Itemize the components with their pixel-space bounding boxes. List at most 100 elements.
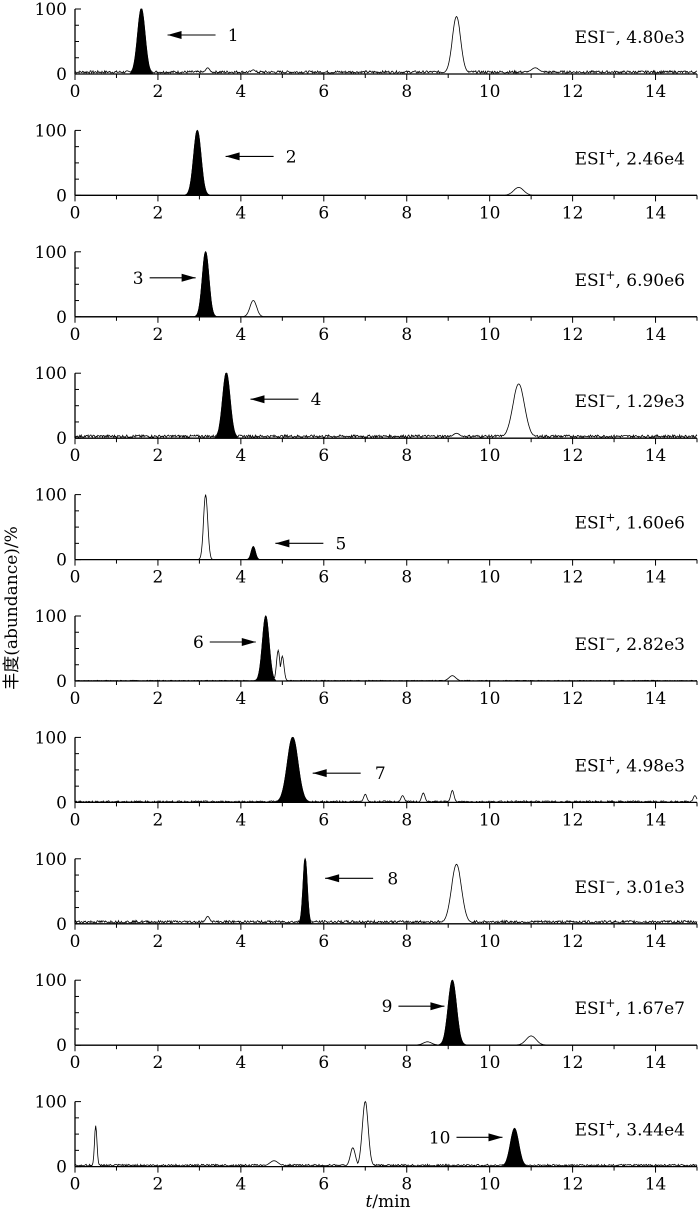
pointer-arrow-head — [167, 31, 182, 39]
chromatogram-panel-10: 0 100 0 2 4 6 8 10 12 14 10 ESI+, 3.44e4 — [35, 1093, 698, 1195]
trace-line — [74, 372, 698, 439]
x-tick-label: 8 — [401, 1053, 412, 1073]
peak-number-label: 4 — [311, 390, 322, 410]
trace-line — [74, 615, 698, 682]
trace-line — [75, 250, 697, 318]
x-tick-label: 12 — [562, 810, 584, 830]
x-tick-label: 10 — [479, 1053, 501, 1073]
pointer-arrow-head — [430, 1002, 445, 1011]
x-tick-label: 8 — [401, 203, 412, 223]
x-tick-label: 10 — [479, 810, 501, 830]
ion-mode-label: ESI+, 6.90e6 — [575, 268, 685, 291]
ion-mode-label: ESI−, 2.82e3 — [575, 632, 685, 655]
y-tick-label: 100 — [35, 728, 67, 748]
pointer-arrow-head — [181, 273, 196, 282]
y-tick-label: 0 — [56, 65, 67, 85]
ion-mode-label: ESI+, 1.67e7 — [575, 996, 685, 1019]
x-tick-label: 8 — [401, 568, 412, 588]
target-peak-fill — [246, 546, 260, 560]
x-tick-label: 14 — [645, 203, 667, 223]
x-tick-label: 2 — [153, 82, 164, 102]
x-axis-title: t/min — [365, 1192, 410, 1212]
trace-line — [74, 736, 698, 803]
x-tick-label: 0 — [70, 932, 81, 952]
x-tick-label: 14 — [645, 810, 667, 830]
chromatogram-panel-8: 0 100 0 2 4 6 8 10 12 14 8 ESI−, 3.01e3 — [35, 850, 698, 952]
chromatogram-panel-4: 0 100 0 2 4 6 8 10 12 14 4 ESI−, 1.29e3 — [35, 364, 698, 466]
x-tick-label: 4 — [235, 446, 246, 466]
pointer-arrow-head — [225, 152, 240, 161]
x-tick-label: 2 — [153, 1053, 164, 1073]
x-tick-label: 14 — [645, 446, 667, 466]
trace-line — [74, 1100, 698, 1167]
x-tick-label: 6 — [318, 810, 329, 830]
chromatogram-panel-5: 0 100 0 2 4 6 8 10 12 14 5 ESI+, 1.60e6 — [35, 486, 698, 588]
x-tick-label: 0 — [70, 203, 81, 223]
y-axis-title: 丰度(abundance)/% — [2, 526, 22, 690]
peak-number-label: 1 — [228, 26, 239, 46]
x-tick-label: 10 — [479, 82, 501, 102]
x-tick-label: 10 — [479, 203, 501, 223]
target-peak-fill — [255, 615, 277, 682]
trace-line — [74, 8, 698, 75]
peak-number-label: 3 — [133, 269, 144, 289]
ion-mode-label: ESI+, 1.60e6 — [575, 511, 685, 534]
y-tick-label: 0 — [56, 672, 67, 692]
x-tick-label: 12 — [562, 689, 584, 709]
peak-number-label: 10 — [429, 1128, 451, 1148]
ion-mode-label: ESI+, 2.46e4 — [575, 146, 685, 169]
x-tick-label: 8 — [401, 446, 412, 466]
x-tick-label: 0 — [70, 689, 81, 709]
peak-number-label: 2 — [286, 147, 297, 167]
peak-number-label: 6 — [193, 633, 204, 653]
x-tick-label: 6 — [318, 1053, 329, 1073]
x-tick-label: 6 — [318, 446, 329, 466]
x-tick-label: 8 — [401, 325, 412, 345]
pointer-arrow-head — [312, 769, 327, 778]
y-tick-label: 0 — [56, 429, 67, 449]
target-peak-fill — [214, 372, 238, 439]
trace-line — [75, 129, 697, 196]
x-tick-label: 14 — [645, 568, 667, 588]
x-tick-label: 4 — [235, 689, 246, 709]
chromatogram-panel-2: 0 100 0 2 4 6 8 10 12 14 2 ESI+, 2.46e4 — [35, 121, 698, 223]
x-tick-label: 0 — [70, 1053, 81, 1073]
peak-number-label: 5 — [336, 534, 347, 554]
x-tick-label: 8 — [401, 810, 412, 830]
ion-mode-label: ESI−, 3.01e3 — [575, 875, 685, 898]
x-tick-label: 0 — [70, 568, 81, 588]
x-tick-label: 0 — [70, 82, 81, 102]
x-tick-label: 4 — [235, 568, 246, 588]
x-tick-label: 0 — [70, 446, 81, 466]
y-tick-label: 0 — [56, 793, 67, 813]
pointer-arrow-head — [325, 874, 340, 883]
x-tick-label: 12 — [562, 1175, 584, 1195]
x-tick-label: 0 — [70, 1175, 81, 1195]
x-tick-label: 14 — [645, 325, 667, 345]
x-tick-label: 4 — [235, 82, 246, 102]
target-peak-fill — [439, 979, 466, 1046]
x-tick-label: 14 — [645, 82, 667, 102]
target-peak-fill — [298, 858, 312, 925]
y-tick-label: 0 — [56, 186, 67, 206]
x-tick-label: 12 — [562, 446, 584, 466]
y-tick-label: 0 — [56, 551, 67, 571]
y-tick-label: 0 — [56, 915, 67, 935]
x-tick-label: 10 — [479, 446, 501, 466]
y-tick-label: 0 — [56, 1036, 67, 1056]
x-tick-label: 2 — [153, 810, 164, 830]
x-tick-label: 2 — [153, 325, 164, 345]
x-tick-label: 12 — [562, 568, 584, 588]
x-tick-label: 12 — [562, 203, 584, 223]
ion-mode-label: ESI+, 3.44e4 — [575, 1118, 685, 1141]
x-tick-label: 2 — [153, 1175, 164, 1195]
y-tick-label: 0 — [56, 1158, 67, 1178]
x-tick-label: 12 — [562, 325, 584, 345]
x-tick-label: 14 — [645, 1053, 667, 1073]
x-tick-label: 12 — [562, 82, 584, 102]
x-tick-label: 0 — [70, 325, 81, 345]
y-tick-label: 100 — [35, 486, 67, 506]
x-tick-label: 4 — [235, 932, 246, 952]
x-tick-label: 8 — [401, 82, 412, 102]
chromatogram-panel-9: 0 100 0 2 4 6 8 10 12 14 9 ESI+, 1.67e7 — [35, 971, 698, 1073]
